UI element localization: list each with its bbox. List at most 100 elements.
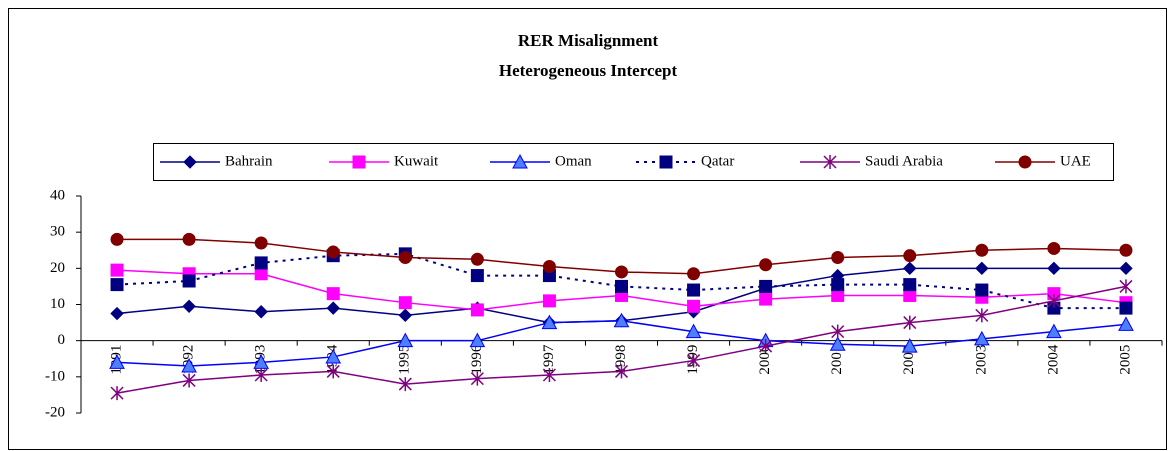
marker (542, 368, 556, 383)
marker (254, 305, 268, 319)
marker (398, 308, 413, 323)
marker (831, 278, 845, 292)
marker (182, 373, 196, 388)
marker (1119, 243, 1133, 257)
y-tick-label: 10 (50, 296, 65, 312)
marker (1047, 293, 1061, 308)
y-tick-label: -20 (45, 404, 65, 420)
marker (759, 279, 773, 293)
marker (181, 357, 197, 373)
marker (470, 252, 484, 266)
marker (182, 232, 196, 246)
marker (1046, 323, 1062, 339)
marker (831, 324, 845, 339)
x-tick-label: 2005 (1117, 345, 1133, 375)
marker (759, 292, 773, 306)
x-tick-label: 2001 (829, 345, 845, 375)
marker (975, 283, 989, 297)
marker (1119, 279, 1133, 294)
legend-label: Oman (555, 153, 592, 169)
marker (829, 336, 846, 351)
marker (615, 265, 628, 279)
x-tick-label: 2000 (757, 345, 773, 375)
marker (614, 364, 629, 379)
marker (1018, 155, 1032, 169)
marker (110, 232, 124, 246)
legend-label: Qatar (701, 153, 734, 169)
y-tick-label: 30 (50, 224, 65, 240)
marker (687, 267, 701, 281)
marker (542, 294, 556, 308)
y-tick-label: 0 (58, 332, 66, 348)
marker (109, 354, 125, 369)
marker (831, 288, 845, 302)
marker (110, 263, 124, 277)
marker (903, 249, 917, 263)
marker (352, 155, 366, 169)
marker (687, 299, 701, 313)
marker (759, 339, 773, 354)
marker (975, 261, 989, 276)
x-tick-label: 2003 (973, 345, 989, 375)
marker (615, 279, 628, 293)
legend-label: Saudi Arabia (865, 153, 943, 169)
marker (512, 153, 528, 169)
marker (687, 353, 701, 368)
marker (182, 299, 196, 314)
marker (470, 303, 484, 317)
marker (254, 368, 268, 383)
marker (759, 258, 773, 272)
marker (973, 330, 990, 346)
marker (254, 236, 268, 250)
marker (398, 296, 412, 310)
series-line (116, 252, 1126, 310)
y-tick-label: -10 (45, 368, 65, 384)
chart-frame (8, 8, 1167, 450)
marker (398, 250, 412, 264)
legend-label: Bahrain (225, 153, 273, 169)
y-tick-label: 20 (50, 260, 65, 276)
x-tick-label: 1995 (397, 345, 413, 375)
marker (903, 315, 917, 330)
marker (901, 338, 918, 353)
marker (1118, 316, 1134, 331)
marker (110, 306, 124, 321)
marker (326, 287, 340, 301)
marker (1119, 261, 1133, 276)
marker (823, 155, 837, 169)
marker (470, 371, 484, 386)
marker (110, 278, 124, 292)
marker (398, 377, 412, 392)
marker (685, 323, 702, 339)
x-tick-label: 1996 (469, 344, 485, 375)
marker (659, 155, 673, 169)
marker (903, 261, 917, 276)
x-tick-label: 1997 (541, 344, 557, 375)
marker (397, 332, 414, 348)
marker (254, 267, 268, 281)
marker (470, 269, 484, 283)
marker (903, 288, 917, 302)
marker (326, 301, 340, 315)
marker (326, 245, 340, 259)
chart-title: RER Misalignment (518, 31, 659, 50)
legend-label: UAE (1060, 153, 1091, 169)
marker (183, 155, 197, 169)
marker (975, 243, 989, 257)
legend-label: Kuwait (394, 153, 439, 169)
chart-subtitle: Heterogeneous Intercept (499, 61, 678, 80)
marker (1047, 261, 1061, 276)
marker (1119, 301, 1133, 315)
marker (613, 312, 630, 328)
legend-box (153, 143, 1114, 181)
marker (975, 308, 989, 323)
x-tick-label: 2004 (1045, 344, 1061, 375)
marker (326, 364, 340, 379)
marker (469, 332, 486, 348)
marker (831, 250, 845, 264)
marker (325, 348, 342, 364)
marker (687, 283, 701, 297)
marker (903, 278, 917, 292)
marker (182, 274, 196, 288)
marker (110, 386, 124, 401)
